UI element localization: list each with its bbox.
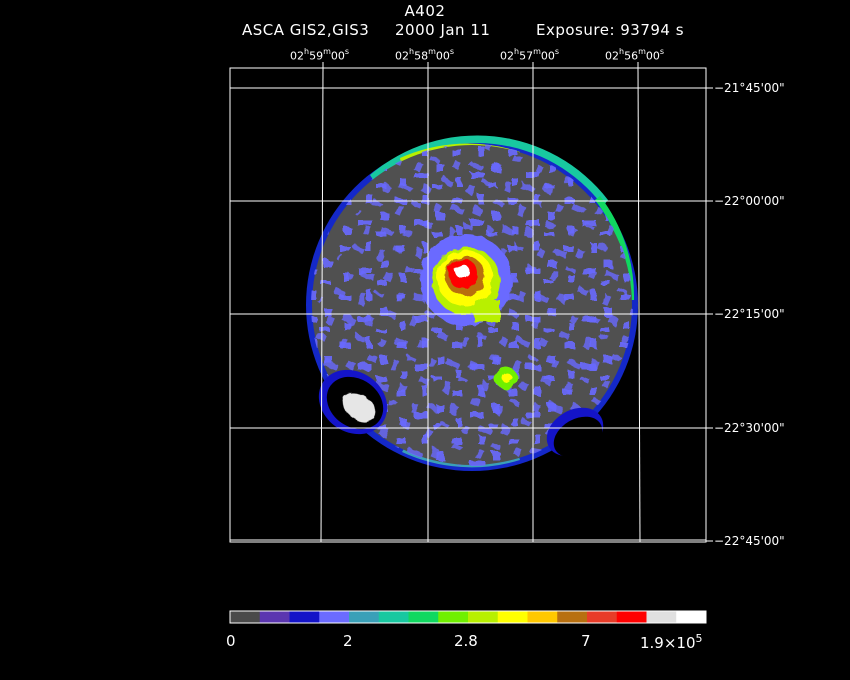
colorbar-swatch <box>349 611 380 623</box>
ra-tick-label: 02h57m00s <box>500 47 560 63</box>
cutout-lower-left <box>318 369 388 435</box>
colorbar-swatch <box>230 611 261 623</box>
exposure-label: Exposure: 93794 s <box>536 21 685 39</box>
colorbar-swatch <box>438 611 469 623</box>
ra-grid-line <box>637 67 641 543</box>
colorbar-label: 7 <box>581 632 591 650</box>
dec-tick-label: −22°30'00" <box>714 421 785 435</box>
ra-tick-label: 02h59m00s <box>290 47 350 63</box>
colorbar-label-min: 0 <box>226 632 236 650</box>
colorbar-swatch <box>497 611 528 623</box>
ra-tick-label: 02h56m00s <box>605 47 665 63</box>
colorbar-border <box>229 610 707 624</box>
dec-tick-label: −22°00'00" <box>714 194 785 208</box>
coordinate-grid <box>229 62 713 543</box>
colorbar-swatch <box>289 611 320 623</box>
cluster-source <box>420 234 512 326</box>
colorbar-swatch <box>259 611 290 623</box>
dec-tick-label: −21°45'00" <box>714 81 785 95</box>
colorbar-swatch <box>378 611 409 623</box>
image-title: A402 <box>404 2 446 20</box>
fov-rim-top <box>370 135 608 206</box>
plot-frame <box>229 67 707 543</box>
colorbar-label-max: 1.9×105 <box>640 632 703 652</box>
dec-tick-label: −22°45'00" <box>714 534 785 548</box>
colorbar-swatch <box>616 611 647 623</box>
cutout-lower-right <box>546 407 604 458</box>
colorbar-swatch <box>587 611 618 623</box>
ra-tick-label: 02h58m00s <box>395 47 455 63</box>
dec-tick-label: −22°15'00" <box>714 307 785 321</box>
colorbar-swatch <box>646 611 677 623</box>
colorbar-swatch <box>676 611 707 623</box>
colorbar-swatch <box>408 611 439 623</box>
colorbar-swatch <box>557 611 588 623</box>
colorbar-label: 2 <box>343 632 353 650</box>
point-source <box>495 367 517 389</box>
date-label: 2000 Jan 11 <box>395 21 491 39</box>
instrument-label: ASCA GIS2,GIS3 <box>242 21 370 39</box>
colorbar-swatch <box>468 611 499 623</box>
colorbar-label: 2.8 <box>454 632 478 650</box>
subtitle: ASCA GIS2,GIS3 2000 Jan 11 Exposure: 937… <box>0 21 850 41</box>
colorbar <box>229 610 707 624</box>
field-of-view <box>306 135 638 471</box>
colorbar-swatch <box>319 611 350 623</box>
ra-grid-line <box>320 67 324 543</box>
colorbar-swatch <box>527 611 558 623</box>
